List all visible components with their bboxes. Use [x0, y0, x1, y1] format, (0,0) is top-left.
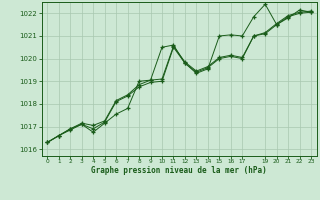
X-axis label: Graphe pression niveau de la mer (hPa): Graphe pression niveau de la mer (hPa) — [91, 166, 267, 175]
